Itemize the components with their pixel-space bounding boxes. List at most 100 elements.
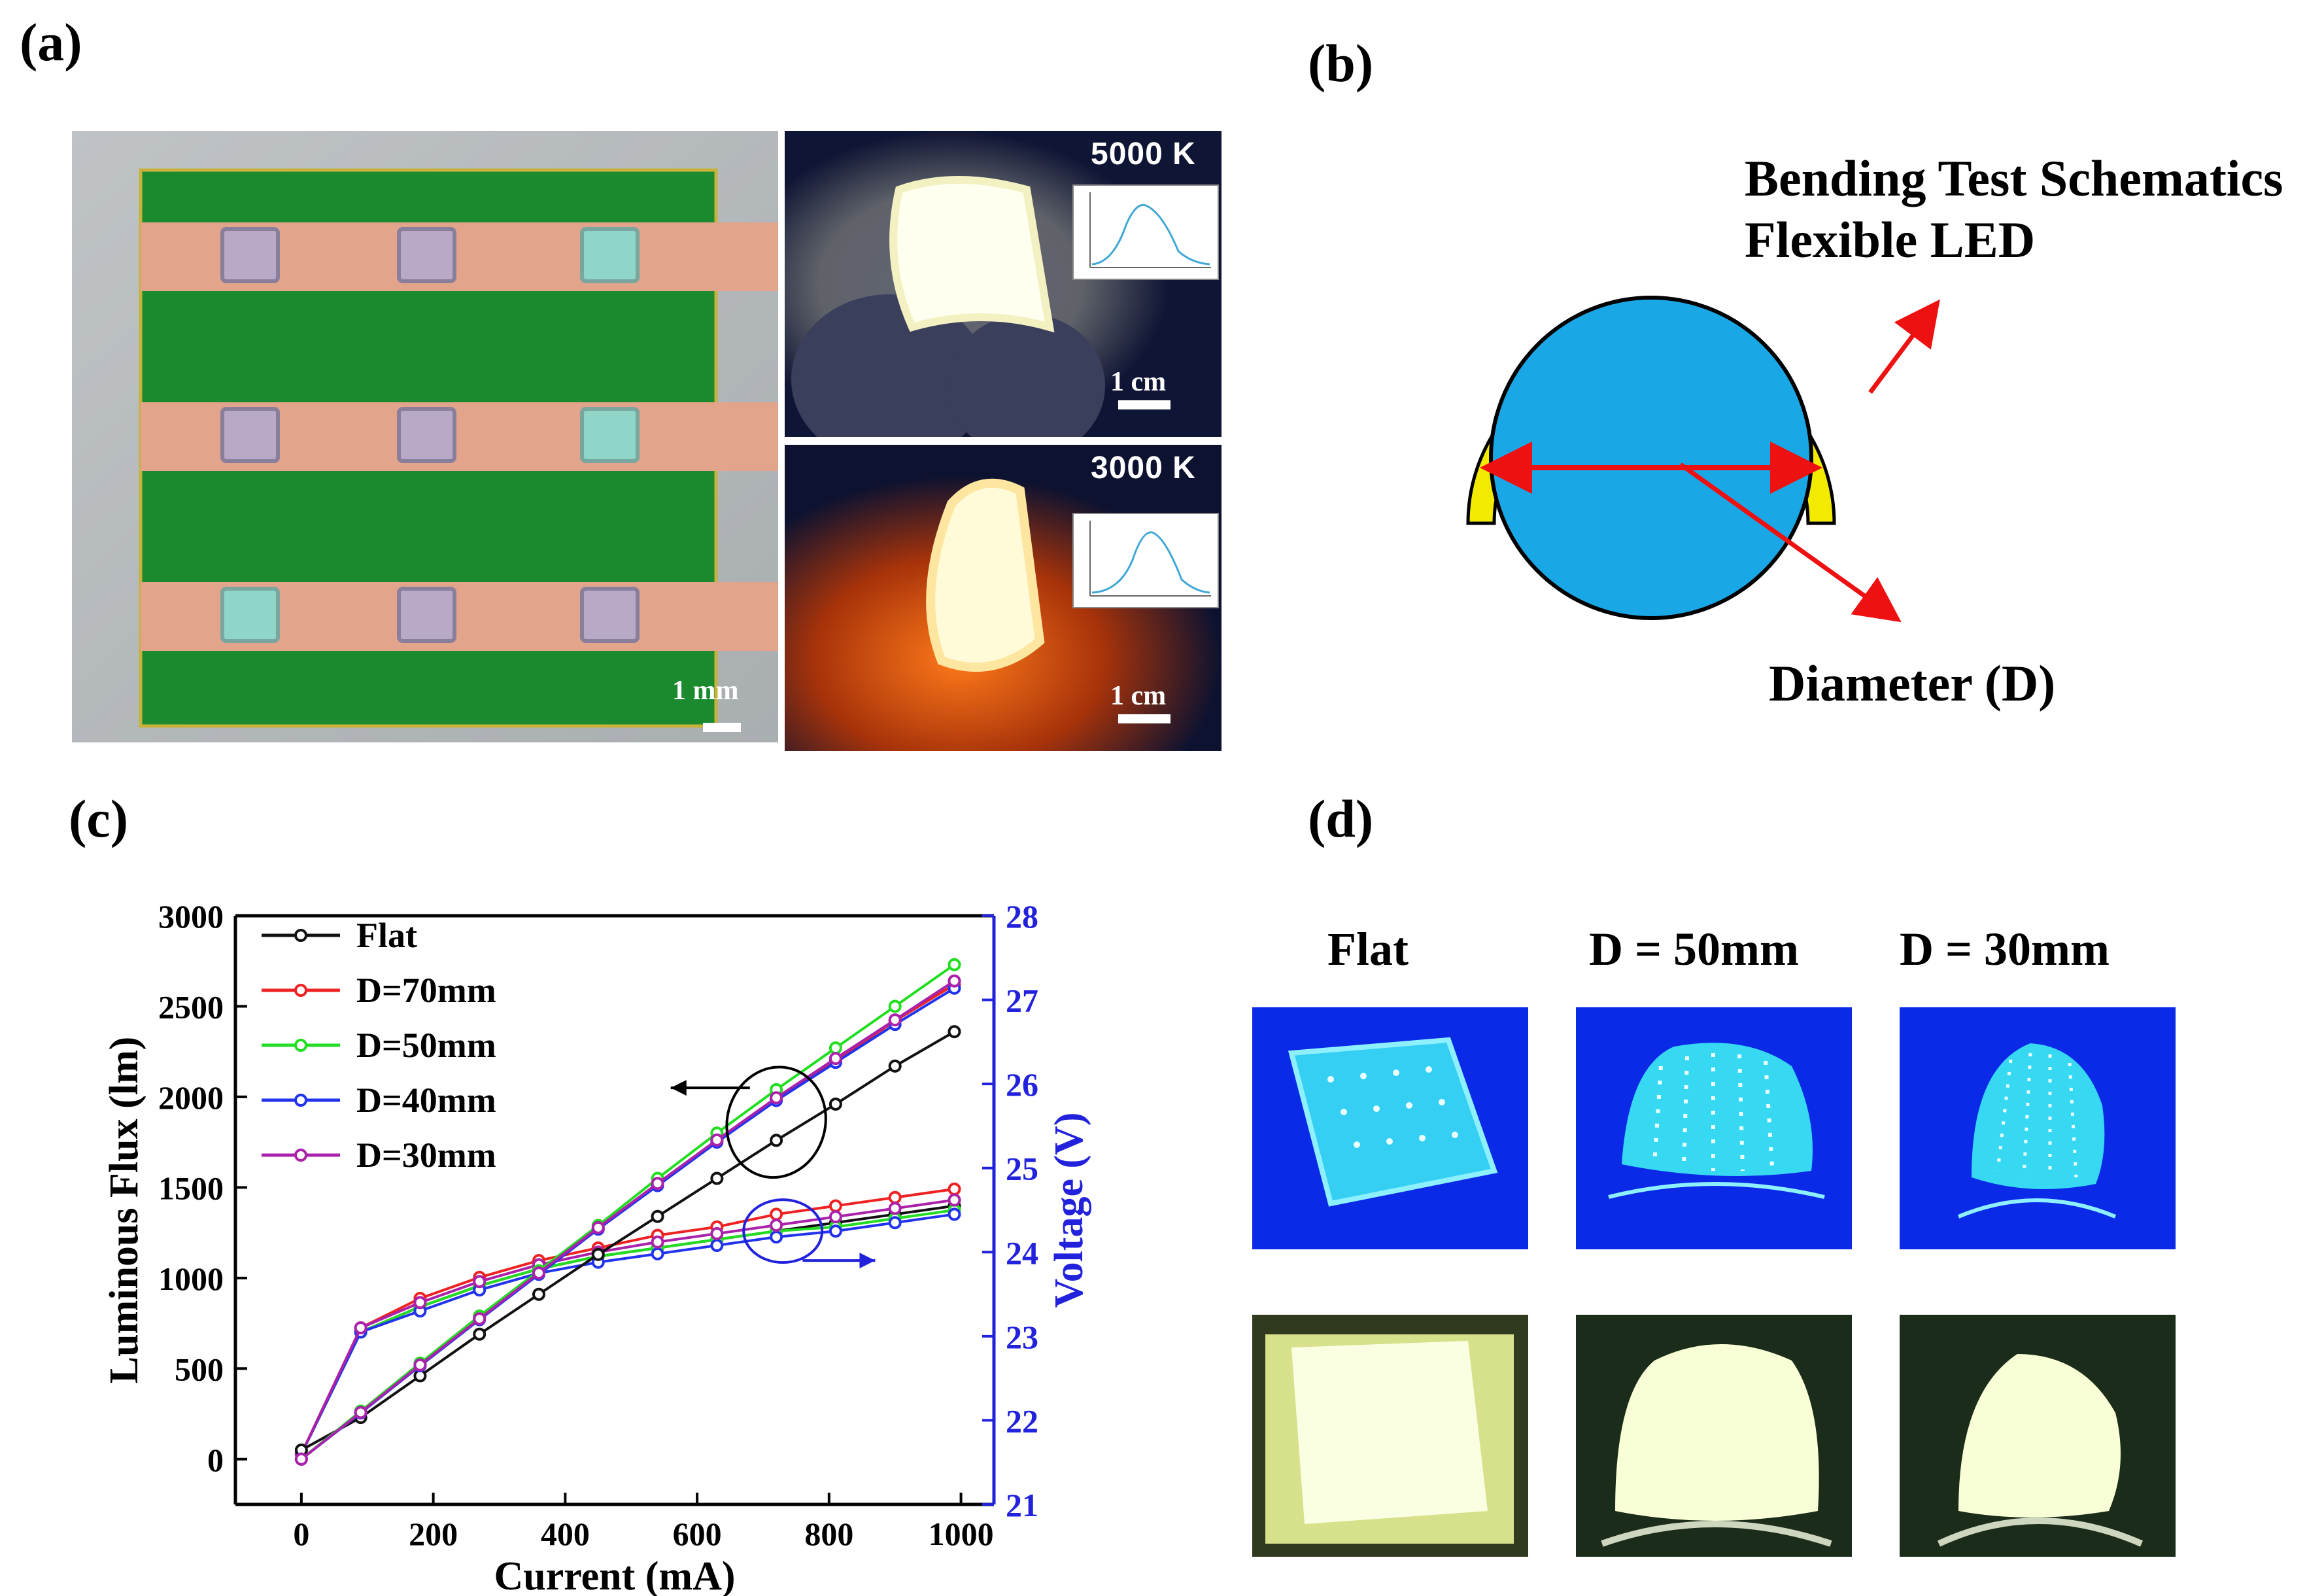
flux-point	[888, 1013, 902, 1027]
voltage-point	[473, 1275, 487, 1289]
panel-label-d: (d)	[1308, 789, 1374, 848]
flux-point	[948, 974, 961, 988]
photo-white-d50	[1576, 1315, 1852, 1557]
flux-point	[651, 1209, 664, 1223]
flux-point	[948, 958, 961, 971]
flux-point	[888, 999, 902, 1013]
diameter-label: Diameter (D)	[1769, 655, 2056, 712]
flux-ellipse-annotation	[725, 1066, 827, 1179]
led-photo-5000k: 5000 K 1 cm	[785, 131, 1222, 437]
voltage-point	[888, 1216, 902, 1230]
photo-white-d30	[1900, 1315, 2176, 1557]
flux-line-d30mm	[300, 980, 955, 1461]
schematic-title: Bending Test Schematics	[1745, 150, 2283, 207]
y-tick-label: 0	[207, 1442, 224, 1478]
legend-marker	[294, 1149, 307, 1162]
voltage-line-d30mm	[300, 1198, 955, 1455]
voltage-point	[948, 1182, 961, 1196]
flux-point	[413, 1358, 427, 1372]
voltage-point	[354, 1321, 367, 1334]
spectrum-inset-bottom	[1072, 513, 1219, 608]
voltage-point	[829, 1224, 842, 1238]
flux-point	[710, 1133, 724, 1147]
chip-scale-bar	[703, 723, 741, 732]
voltage-point	[888, 1190, 902, 1204]
chip-photo: 1 mm	[72, 131, 778, 742]
panel-label-a: (a)	[20, 12, 82, 72]
y2-tick-label: 21	[1006, 1487, 1038, 1523]
y2-tick-label: 23	[1006, 1319, 1038, 1355]
flux-point	[948, 1025, 961, 1039]
x-tick-label: 1000	[929, 1516, 994, 1552]
flux-point	[829, 1041, 842, 1055]
x-tick-label: 0	[293, 1516, 309, 1552]
voltage-point	[770, 1230, 783, 1244]
bottom-scale-text: 1 cm	[1110, 681, 1167, 711]
y2-tick-label: 22	[1006, 1402, 1038, 1439]
y-tick-label: 500	[175, 1351, 224, 1387]
led-photo-3000k: 3000 K 1 cm	[785, 445, 1222, 751]
y-tick-label: 2500	[158, 988, 224, 1025]
temp-label-top: 5000 K	[1091, 137, 1196, 171]
schematic-subtitle: Flexible LED	[1745, 211, 2036, 268]
y-tick-label: 2000	[158, 1079, 224, 1116]
legend-label: D=30mm	[356, 1136, 496, 1175]
voltage-line-d50mm	[300, 1209, 955, 1455]
y2-tick-label: 26	[1006, 1066, 1038, 1103]
voltage-point	[651, 1247, 664, 1260]
voltage-point	[829, 1210, 842, 1224]
voltage-point	[948, 1193, 961, 1207]
x-tick-label: 800	[804, 1516, 853, 1552]
voltage-point	[829, 1199, 842, 1213]
flux-point	[354, 1406, 367, 1419]
y-tick-label: 1000	[158, 1260, 224, 1297]
flux-line-flat	[300, 1030, 955, 1451]
flux-point	[710, 1171, 724, 1185]
voltage-line-d40mm	[300, 1213, 955, 1455]
photo-white-flat	[1252, 1315, 1528, 1557]
diameter-pointer-arrow	[1679, 462, 1902, 623]
cylinder-shape	[1489, 296, 1813, 620]
flux-point	[591, 1247, 605, 1261]
voltage-point	[710, 1239, 724, 1252]
photo-blue-flat	[1252, 1007, 1528, 1249]
legend-marker	[294, 984, 307, 997]
caption-flat: Flat	[1327, 923, 1409, 975]
arrow-right-head	[859, 1253, 876, 1269]
flux-point	[294, 1452, 308, 1466]
y2-tick-label: 25	[1006, 1151, 1038, 1187]
photo-blue-d50	[1576, 1007, 1852, 1249]
flux-point	[829, 1052, 842, 1066]
flux-point	[473, 1327, 487, 1341]
x-axis-label: Current (mA)	[494, 1554, 735, 1596]
y2-tick-label: 24	[1006, 1234, 1038, 1271]
top-scale-text: 1 cm	[1110, 367, 1167, 397]
flux-line-d50mm	[300, 963, 955, 1461]
voltage-line-d70mm	[300, 1187, 955, 1455]
y-axis-label: Luminous Flux (lm)	[102, 1037, 146, 1384]
chip-scale-text: 1 mm	[672, 676, 739, 706]
voltage-ellipse-annotation	[742, 1198, 824, 1264]
top-scale-bar	[1118, 400, 1171, 409]
flux-point	[888, 1059, 902, 1073]
caption-d30: D = 30mm	[1900, 923, 2110, 975]
legend-label: Flat	[356, 916, 417, 955]
voltage-point	[948, 1207, 961, 1221]
legend-marker	[294, 929, 307, 942]
flux-point	[532, 1287, 545, 1301]
voltage-point	[413, 1296, 427, 1310]
temp-label-bottom: 3000 K	[1091, 451, 1196, 485]
voltage-point	[770, 1207, 783, 1221]
panel-label-b: (b)	[1308, 33, 1374, 93]
bending-schematic	[1439, 249, 2093, 654]
arrow-left-head	[670, 1080, 687, 1096]
x-tick-label: 200	[409, 1516, 458, 1552]
legend-marker	[294, 1094, 307, 1107]
x-tick-label: 600	[673, 1516, 722, 1552]
led-pointer-arrow	[1868, 299, 1940, 394]
photo-blue-d30	[1900, 1007, 2176, 1249]
voltage-point	[888, 1202, 902, 1215]
y2-axis-label: Voltage (V)	[1047, 1112, 1091, 1308]
y-tick-label: 3000	[158, 898, 224, 935]
voltage-point	[770, 1219, 783, 1232]
